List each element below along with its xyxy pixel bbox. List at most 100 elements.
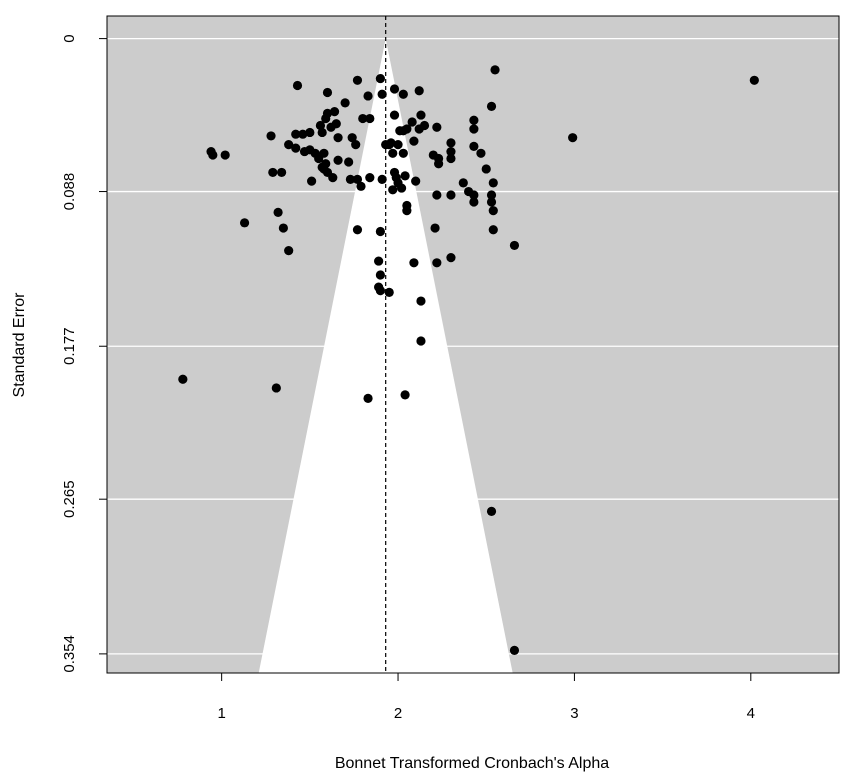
data-point <box>328 173 338 183</box>
data-point <box>352 75 363 85</box>
data-points <box>178 65 759 656</box>
data-point <box>488 206 498 216</box>
data-point <box>469 115 479 125</box>
data-point <box>315 120 326 131</box>
data-point <box>434 159 444 169</box>
data-point <box>268 167 278 178</box>
data-point <box>388 148 398 158</box>
x-axis-title: Bonnet Transformed Cronbach's Alpha <box>335 755 609 772</box>
data-point <box>358 113 368 124</box>
data-point <box>291 129 301 139</box>
data-point <box>389 110 400 120</box>
data-point <box>266 131 276 141</box>
data-point <box>432 258 442 268</box>
data-point <box>384 140 394 150</box>
plot-frame <box>106 15 840 674</box>
data-point <box>488 178 498 188</box>
data-point <box>375 226 385 237</box>
data-point <box>307 176 317 186</box>
data-point <box>402 124 412 134</box>
data-point <box>363 393 373 403</box>
data-point <box>400 171 410 181</box>
x-tick-label: 2 <box>394 705 402 722</box>
data-point <box>322 87 333 98</box>
data-point <box>416 296 426 306</box>
data-point <box>400 390 410 400</box>
data-point <box>469 141 479 151</box>
y-tick-label: 0.088 <box>61 173 78 211</box>
data-point <box>568 133 578 143</box>
data-point <box>377 89 387 99</box>
data-point <box>331 119 341 129</box>
data-point <box>292 80 303 91</box>
data-point <box>220 150 230 160</box>
data-point <box>284 246 294 256</box>
data-point <box>398 148 408 158</box>
data-point <box>432 190 442 200</box>
y-tick-label: 0.265 <box>61 480 78 518</box>
data-point <box>363 91 373 101</box>
data-point <box>273 207 283 218</box>
data-point <box>375 73 385 84</box>
data-point <box>374 256 384 266</box>
data-point <box>411 176 421 186</box>
data-point <box>388 185 398 195</box>
data-point <box>446 252 456 263</box>
data-point <box>333 133 343 143</box>
data-point <box>314 153 324 164</box>
data-point <box>298 129 308 139</box>
data-point <box>414 86 424 96</box>
data-point <box>486 190 497 200</box>
y-tick-label: 0.177 <box>61 327 78 365</box>
data-point <box>356 181 366 191</box>
data-point <box>409 136 419 146</box>
data-point <box>352 174 363 184</box>
data-point <box>488 225 498 235</box>
x-tick-label: 1 <box>217 705 225 722</box>
data-point <box>481 164 491 174</box>
data-point <box>284 140 294 150</box>
y-axis: 0 0.088 0.177 0.265 0.354 <box>61 34 107 673</box>
data-point <box>291 143 301 153</box>
data-point <box>333 155 343 165</box>
data-point <box>365 173 375 183</box>
data-point <box>375 270 385 280</box>
data-point <box>389 84 400 94</box>
data-point <box>345 174 356 184</box>
data-point <box>317 127 327 138</box>
data-point <box>414 124 424 134</box>
data-point <box>430 223 440 233</box>
data-point <box>347 133 357 143</box>
data-point <box>398 89 408 99</box>
data-point <box>486 197 497 207</box>
y-axis-title: Standard Error <box>11 292 28 398</box>
data-point <box>340 98 350 108</box>
data-point <box>208 150 218 160</box>
data-point <box>377 174 387 184</box>
y-tick-label: 0.354 <box>61 635 78 673</box>
data-point <box>458 178 468 188</box>
data-point <box>321 113 331 124</box>
data-point <box>469 197 479 207</box>
data-point <box>365 113 375 124</box>
data-point <box>351 140 361 150</box>
data-point <box>509 645 520 656</box>
data-point <box>407 117 417 127</box>
x-axis: 1 2 3 4 <box>217 673 755 722</box>
data-point <box>476 148 486 158</box>
x-tick-label: 3 <box>570 705 578 722</box>
data-point <box>271 383 281 393</box>
data-point <box>446 146 456 157</box>
data-point <box>329 106 340 117</box>
data-point <box>375 286 385 296</box>
data-point <box>239 218 250 228</box>
data-point <box>416 336 426 346</box>
data-point <box>277 167 287 178</box>
data-point <box>486 101 497 111</box>
x-tick-label: 4 <box>747 705 755 722</box>
data-point <box>509 240 520 251</box>
data-point <box>416 110 426 120</box>
data-point <box>432 122 442 132</box>
data-point <box>352 225 363 235</box>
